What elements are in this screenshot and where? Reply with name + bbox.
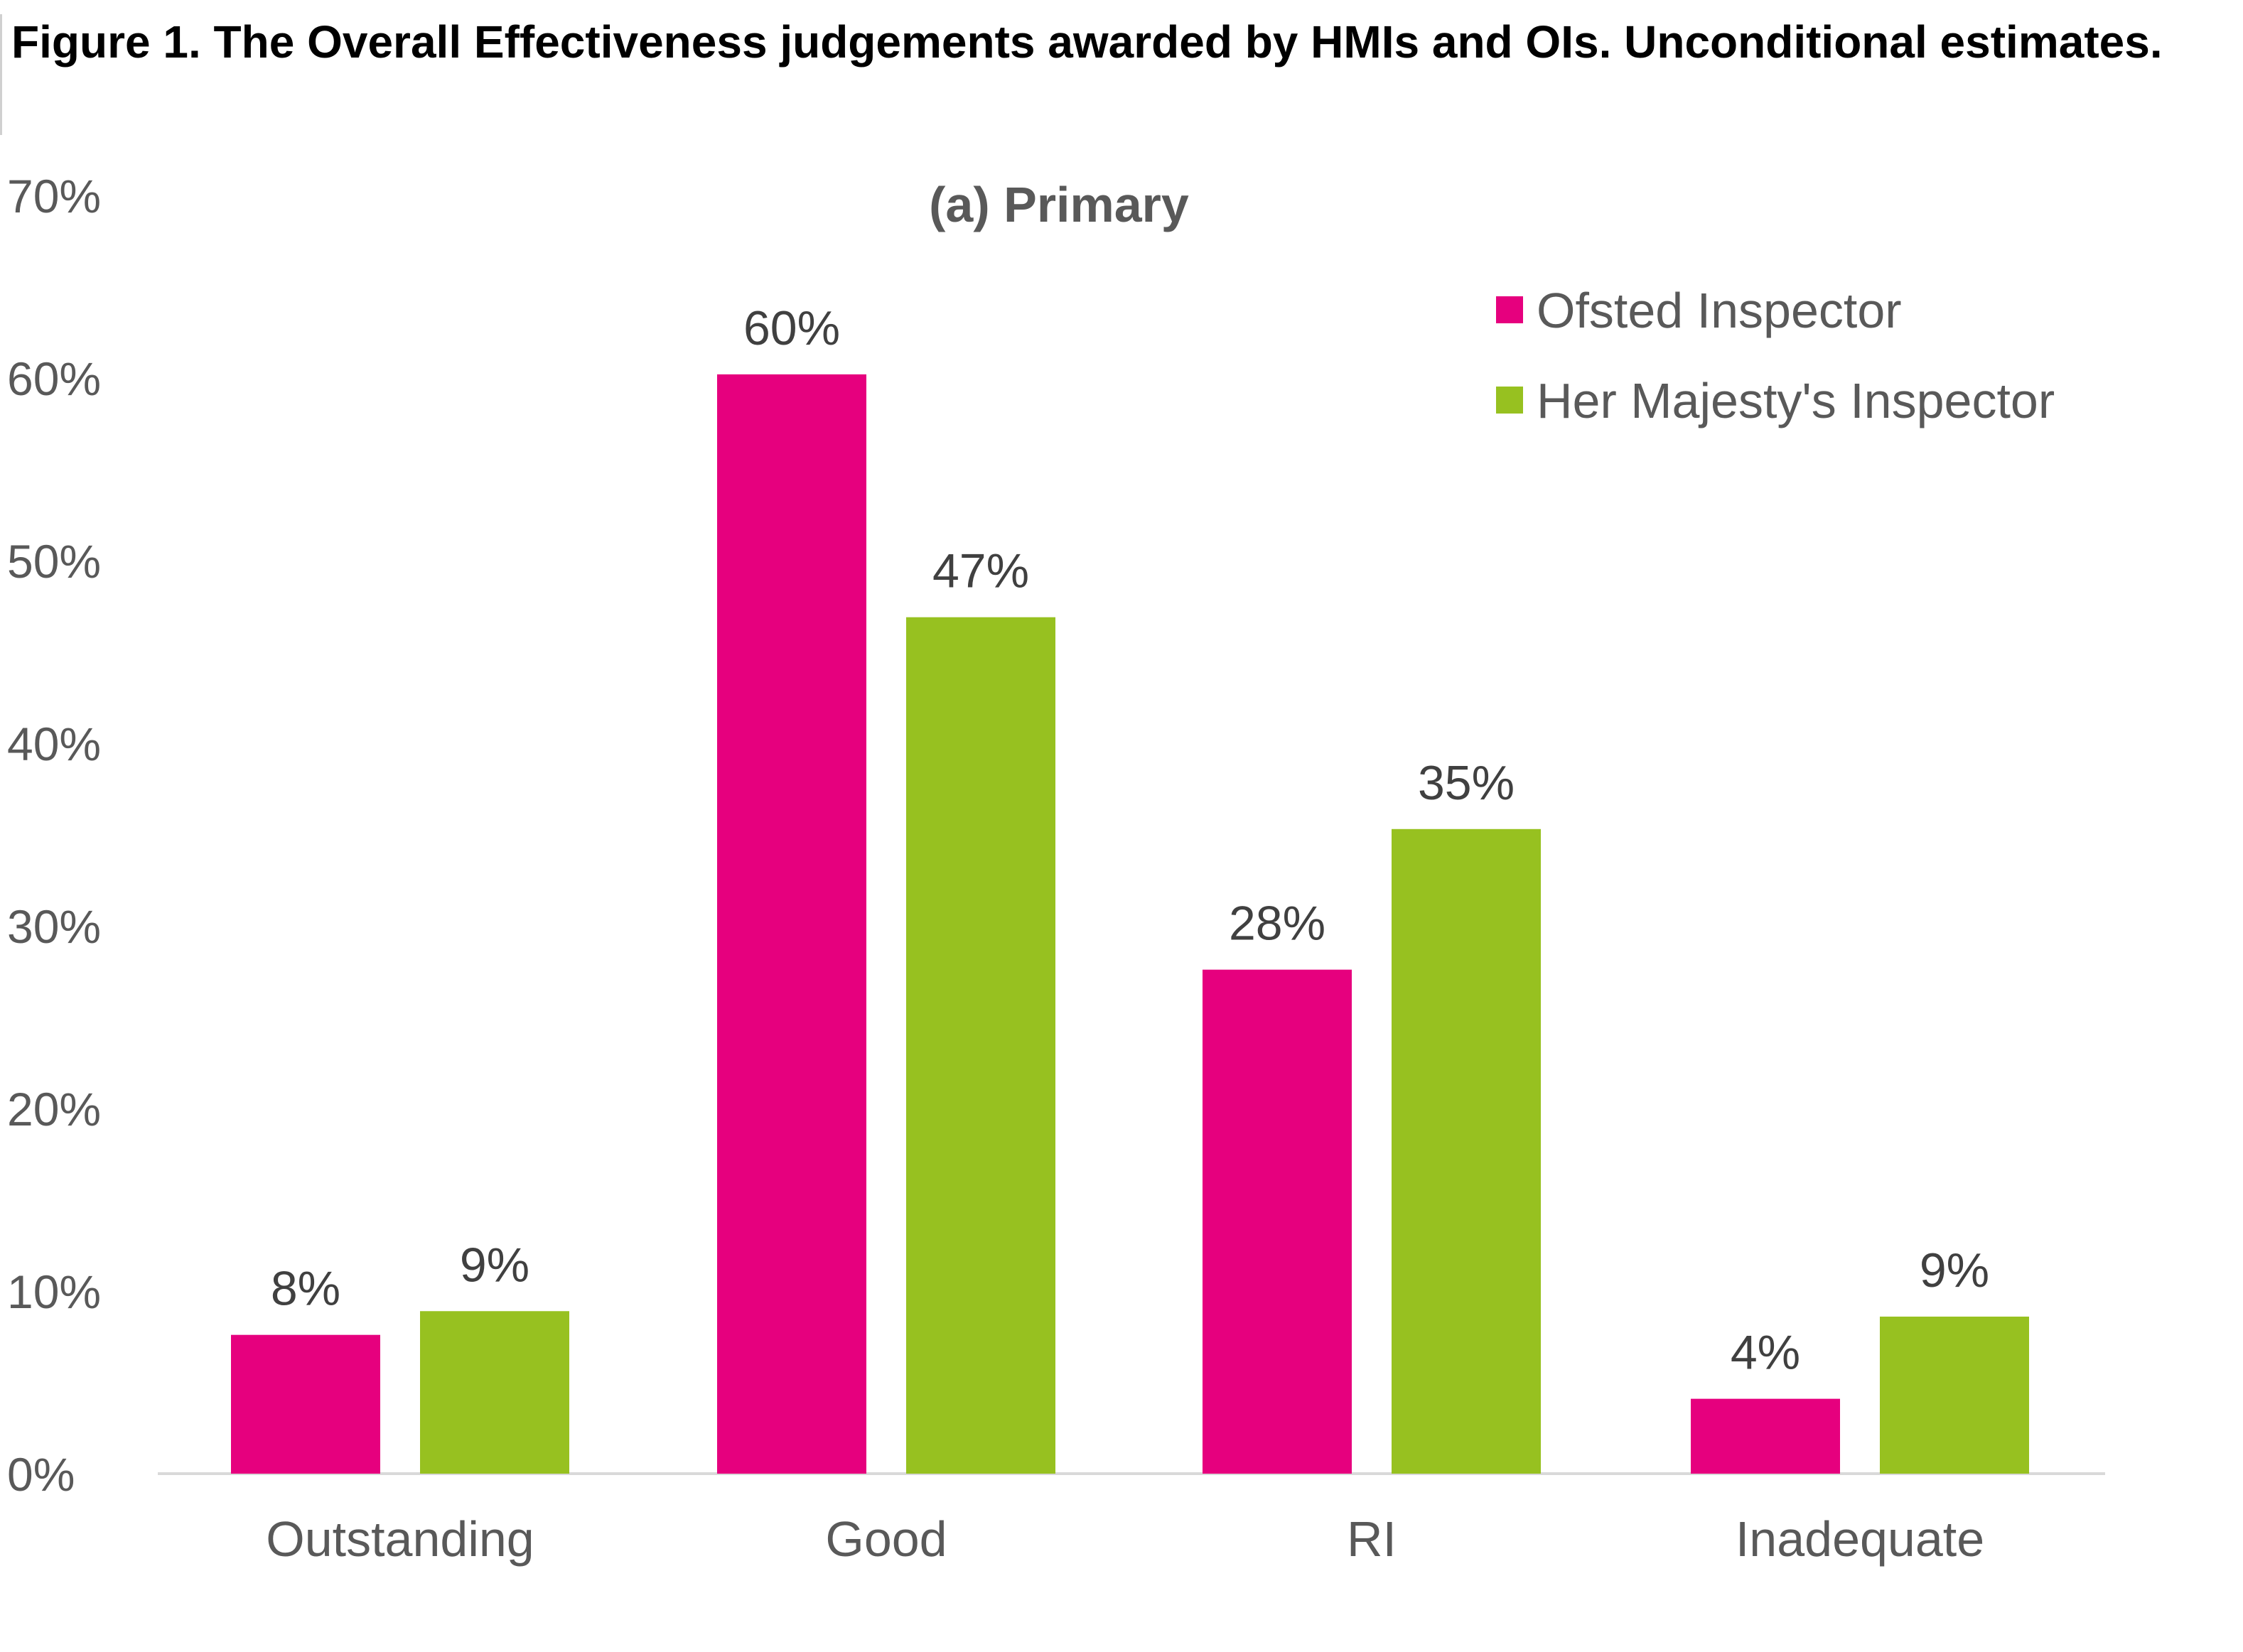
bar-ofsted-inadequate	[1691, 1398, 1840, 1474]
y-tick-label: 50%	[7, 535, 101, 588]
y-tick-label: 0%	[7, 1448, 75, 1501]
y-tick-label: 70%	[7, 170, 101, 222]
legend-label-ofsted: Ofsted Inspector	[1537, 283, 1902, 338]
category-label: Inadequate	[1736, 1511, 1984, 1567]
category-labels: Outstanding Good RI Inadequate	[266, 1511, 1984, 1567]
legend: Ofsted Inspector Her Majesty's Inspector	[1496, 283, 2055, 428]
y-tick-label: 60%	[7, 352, 101, 405]
category-label: Good	[825, 1511, 947, 1567]
bar-ofsted-ri	[1203, 969, 1352, 1474]
bar-ofsted-good	[717, 374, 866, 1474]
y-tick-label: 10%	[7, 1265, 101, 1318]
bar-hmi-ri	[1392, 828, 1541, 1474]
data-label: 35%	[1418, 756, 1515, 810]
data-label: 28%	[1229, 897, 1325, 951]
legend-label-hmi: Her Majesty's Inspector	[1537, 373, 2055, 428]
data-label: 47%	[932, 544, 1029, 598]
legend-swatch-ofsted	[1496, 296, 1523, 323]
y-axis: 0% 10% 20% 30% 40% 50% 60% 70%	[7, 170, 101, 1501]
y-tick-label: 30%	[7, 900, 101, 953]
bar-hmi-inadequate	[1880, 1316, 2029, 1474]
category-label: RI	[1347, 1511, 1397, 1567]
bar-ofsted-outstanding	[231, 1334, 380, 1474]
y-tick-label: 20%	[7, 1083, 101, 1135]
figure-title: Figure 1. The Overall Effectiveness judg…	[11, 16, 2163, 68]
data-label: 9%	[1920, 1243, 1989, 1297]
data-label: 9%	[460, 1238, 529, 1292]
chart-title: (a) Primary	[929, 177, 1189, 232]
data-label: 60%	[743, 301, 840, 355]
data-label: 8%	[271, 1262, 340, 1316]
title-rule	[0, 14, 2, 135]
legend-swatch-hmi	[1496, 387, 1523, 414]
bar-hmi-outstanding	[420, 1311, 569, 1474]
bars: 8% 60% 28% 4% 9% 47% 35% 9%	[231, 301, 2029, 1474]
category-label: Outstanding	[266, 1511, 534, 1567]
data-label: 4%	[1731, 1326, 1800, 1380]
y-tick-label: 40%	[7, 718, 101, 770]
bar-hmi-good	[906, 617, 1055, 1474]
